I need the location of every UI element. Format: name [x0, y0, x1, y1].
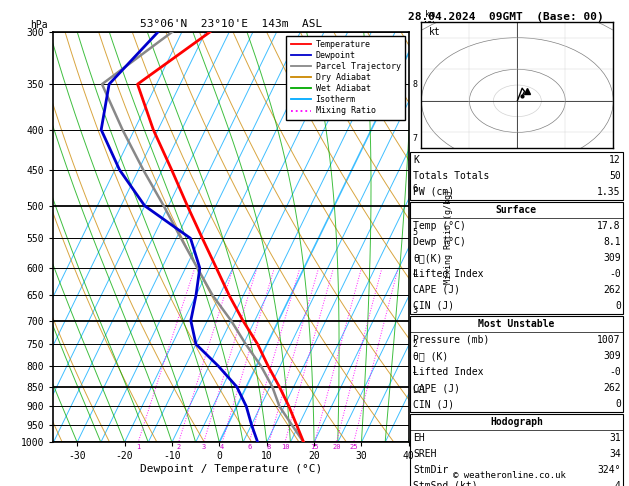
- Text: 25: 25: [350, 444, 358, 450]
- Text: 262: 262: [603, 285, 621, 295]
- Text: 3: 3: [202, 444, 206, 450]
- Text: Pressure (mb): Pressure (mb): [413, 335, 489, 345]
- Legend: Temperature, Dewpoint, Parcel Trajectory, Dry Adiabat, Wet Adiabat, Isotherm, Mi: Temperature, Dewpoint, Parcel Trajectory…: [286, 36, 404, 120]
- Text: 309: 309: [603, 351, 621, 361]
- Text: K: K: [413, 155, 419, 165]
- Text: 262: 262: [603, 383, 621, 393]
- Text: 1: 1: [136, 444, 140, 450]
- Text: 28.04.2024  09GMT  (Base: 00): 28.04.2024 09GMT (Base: 00): [408, 12, 604, 22]
- Text: 17.8: 17.8: [598, 221, 621, 231]
- Text: StmSpd (kt): StmSpd (kt): [413, 481, 478, 486]
- Text: 0: 0: [615, 301, 621, 311]
- Text: km
ASL: km ASL: [423, 10, 438, 30]
- Text: StmDir: StmDir: [413, 465, 448, 475]
- Text: Temp (°C): Temp (°C): [413, 221, 466, 231]
- Text: 6: 6: [413, 184, 418, 193]
- Text: LCL: LCL: [413, 386, 427, 395]
- Text: 0: 0: [615, 399, 621, 409]
- Text: © weatheronline.co.uk: © weatheronline.co.uk: [453, 471, 566, 480]
- Text: θᴇ (K): θᴇ (K): [413, 351, 448, 361]
- X-axis label: Dewpoint / Temperature (°C): Dewpoint / Temperature (°C): [140, 464, 322, 474]
- Text: 3: 3: [413, 306, 418, 315]
- Text: 1: 1: [413, 366, 418, 375]
- Text: 50: 50: [609, 171, 621, 181]
- Text: 4: 4: [615, 481, 621, 486]
- Text: 4: 4: [413, 269, 418, 278]
- Text: 7: 7: [413, 134, 418, 142]
- Text: 2: 2: [177, 444, 181, 450]
- Text: 4: 4: [220, 444, 225, 450]
- Text: hPa: hPa: [30, 19, 48, 30]
- Text: 31: 31: [609, 433, 621, 443]
- Text: CIN (J): CIN (J): [413, 399, 454, 409]
- Text: 8.1: 8.1: [603, 237, 621, 247]
- Text: EH: EH: [413, 433, 425, 443]
- Text: 2: 2: [413, 340, 418, 348]
- Text: -0: -0: [609, 367, 621, 377]
- Text: Most Unstable: Most Unstable: [478, 319, 555, 329]
- Text: kt: kt: [429, 27, 441, 37]
- Text: θᴇ(K): θᴇ(K): [413, 253, 443, 263]
- Text: -0: -0: [609, 269, 621, 279]
- Text: 8: 8: [413, 80, 418, 88]
- Text: 8: 8: [267, 444, 271, 450]
- Text: Surface: Surface: [496, 205, 537, 215]
- Text: 1007: 1007: [598, 335, 621, 345]
- Text: Dewp (°C): Dewp (°C): [413, 237, 466, 247]
- Text: Totals Totals: Totals Totals: [413, 171, 489, 181]
- Text: Mixing Ratio (g/kg): Mixing Ratio (g/kg): [445, 190, 454, 284]
- Text: 15: 15: [311, 444, 319, 450]
- Text: 34: 34: [609, 449, 621, 459]
- Text: CAPE (J): CAPE (J): [413, 285, 460, 295]
- Text: 309: 309: [603, 253, 621, 263]
- Title: 53°06'N  23°10'E  143m  ASL: 53°06'N 23°10'E 143m ASL: [140, 19, 322, 30]
- Text: PW (cm): PW (cm): [413, 187, 454, 197]
- Text: 20: 20: [332, 444, 341, 450]
- Text: Hodograph: Hodograph: [490, 417, 543, 427]
- Text: 6: 6: [247, 444, 252, 450]
- Text: Lifted Index: Lifted Index: [413, 269, 484, 279]
- Text: 324°: 324°: [598, 465, 621, 475]
- Text: CAPE (J): CAPE (J): [413, 383, 460, 393]
- Text: 12: 12: [609, 155, 621, 165]
- Text: SREH: SREH: [413, 449, 437, 459]
- Text: 5: 5: [413, 227, 418, 237]
- Text: 10: 10: [281, 444, 289, 450]
- Text: Lifted Index: Lifted Index: [413, 367, 484, 377]
- Text: CIN (J): CIN (J): [413, 301, 454, 311]
- Text: 1.35: 1.35: [598, 187, 621, 197]
